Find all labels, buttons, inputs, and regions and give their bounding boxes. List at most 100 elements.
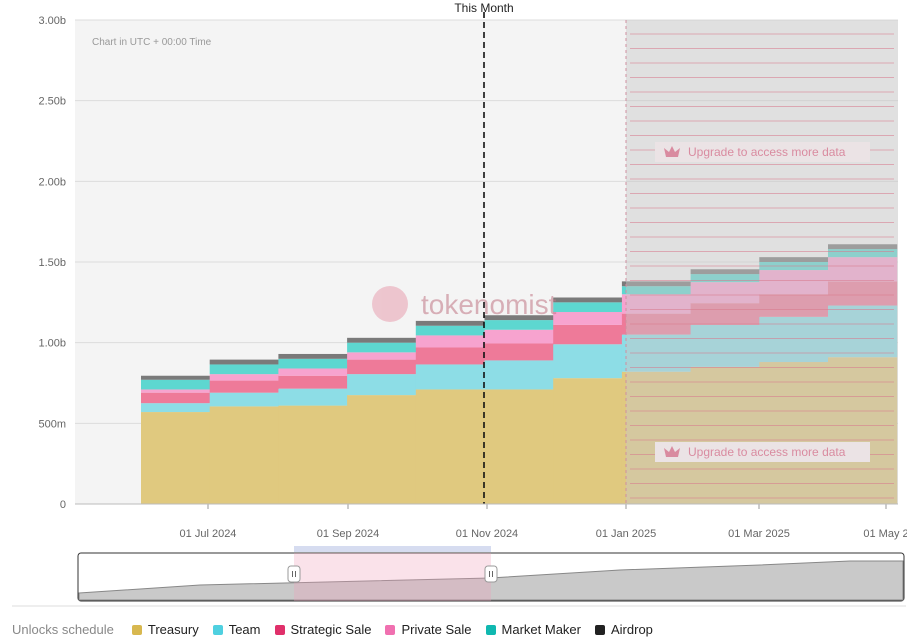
bar-strategic-sale [690, 303, 760, 325]
bar-market-maker [415, 325, 485, 336]
x-tick-label: 01 Nov 2024 [456, 528, 518, 540]
x-tick-label: 01 Sep 2024 [317, 528, 379, 540]
bar-market-maker [278, 358, 348, 369]
x-tick-label: 01 Mar 2025 [728, 528, 790, 540]
upgrade-badge [655, 442, 870, 462]
bar-private-sale [553, 312, 623, 325]
range-navigator [77, 546, 905, 602]
legend-item-team[interactable]: Team [212, 622, 261, 637]
y-tick-label: 0 [60, 499, 66, 511]
legend-swatch [595, 624, 605, 635]
bar-strategic-sale [759, 294, 829, 317]
bar-treasury [621, 371, 692, 504]
bar-team [553, 344, 623, 379]
legend-swatch [274, 624, 285, 635]
bar-treasury [278, 405, 348, 504]
bar-airdrop [415, 320, 485, 326]
legend-item-market-maker[interactable]: Market Maker [485, 622, 581, 637]
bar-strategic-sale [141, 392, 211, 404]
legend-title: Unlocks schedule [12, 622, 114, 637]
legend-swatch [485, 624, 496, 635]
watermark-text: tokenomist [421, 289, 557, 320]
bar-team [141, 403, 211, 413]
watermark-logo-icon [372, 286, 408, 322]
upgrade-text: Upgrade to access more data [688, 445, 846, 459]
bar-treasury [347, 395, 417, 504]
legend-label: Strategic Sale [290, 622, 372, 637]
bar-team [690, 324, 760, 367]
y-tick-label: 2.00b [38, 176, 66, 188]
legend-swatch [131, 624, 142, 635]
bar-private-sale [621, 294, 692, 314]
bar-market-maker [347, 342, 417, 353]
timezone-note: Chart in UTC + 00:00 Time [92, 37, 212, 48]
bar-private-sale [759, 270, 829, 295]
bar-treasury [141, 412, 211, 504]
bar-strategic-sale [553, 324, 623, 345]
legend-label: Airdrop [611, 622, 653, 637]
navigator-handle[interactable] [287, 565, 301, 583]
x-tick-label: 01 Jul 2024 [180, 528, 237, 540]
navigator-selection[interactable] [294, 553, 491, 601]
legend-label: Private Sale [401, 622, 472, 637]
legend-swatch [385, 624, 396, 635]
bar-airdrop [484, 315, 554, 321]
bar-treasury [759, 362, 829, 504]
bar-private-sale [828, 257, 898, 282]
legend-label: Treasury [147, 622, 199, 637]
bar-treasury [415, 389, 485, 504]
y-tick-label: 1.00b [38, 338, 66, 350]
bar-team [415, 364, 485, 390]
bar-airdrop [278, 353, 348, 359]
bar-airdrop [553, 297, 623, 303]
bar-airdrop [828, 244, 898, 250]
bar-private-sale [690, 282, 760, 304]
crown-icon [664, 146, 680, 157]
bar-private-sale [278, 368, 348, 376]
bar-strategic-sale [209, 380, 279, 393]
bar-market-maker [209, 364, 279, 375]
bar-strategic-sale [415, 347, 485, 365]
navigator-scrollbar[interactable] [294, 546, 491, 552]
legend-label: Market Maker [501, 622, 581, 637]
bar-strategic-sale [278, 375, 348, 389]
bar-market-maker [484, 320, 554, 330]
bar-treasury [553, 378, 623, 504]
bar-airdrop [690, 269, 760, 275]
legend-item-private-sale[interactable]: Private Sale [385, 622, 472, 637]
navigator-handle[interactable] [484, 565, 498, 583]
upgrade-badge [655, 142, 870, 162]
bar-airdrop [141, 375, 211, 380]
chart-legend: Unlocks schedule Treasury Team Strategic S… [12, 622, 653, 637]
bar-treasury [484, 389, 554, 504]
bar-airdrop [347, 337, 417, 343]
bar-airdrop [621, 281, 692, 287]
legend-swatch [212, 624, 223, 635]
bar-airdrop [209, 359, 279, 365]
legend-label: Team [228, 622, 261, 637]
crown-icon [664, 446, 680, 457]
legend-item-treasury[interactable]: Treasury [131, 622, 199, 637]
bar-treasury [209, 406, 279, 504]
upgrade-overlay: Upgrade to access more data Upgrade to ac… [625, 20, 898, 504]
bar-market-maker [141, 379, 211, 390]
bar-airdrop [759, 257, 829, 262]
legend-item-strategic-sale[interactable]: Strategic Sale [274, 622, 372, 637]
bar-private-sale [209, 374, 279, 381]
x-tick-label: 01 May 2 [863, 528, 907, 540]
legend-item-airdrop[interactable]: Airdrop [595, 622, 653, 637]
y-tick-label: 500m [38, 418, 66, 430]
watermark: tokenomist [372, 286, 557, 322]
bar-market-maker [553, 302, 623, 313]
y-tick-label: 2.50b [38, 96, 66, 108]
bar-market-maker [828, 249, 898, 258]
bar-team [347, 374, 417, 396]
y-tick-label: 1.50b [38, 257, 66, 269]
bar-team [484, 360, 554, 390]
upgrade-text: Upgrade to access more data [688, 145, 846, 159]
bar-team [828, 305, 898, 358]
bar-strategic-sale [828, 281, 898, 306]
bar-team [278, 388, 348, 406]
bar-team [209, 392, 279, 407]
bar-private-sale [415, 335, 485, 348]
